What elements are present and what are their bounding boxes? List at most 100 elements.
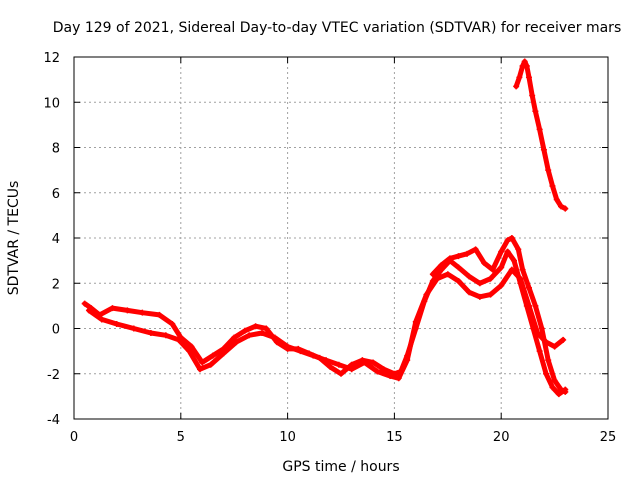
data-point	[464, 250, 471, 257]
data-point	[404, 357, 411, 364]
x-tick-label: 20	[493, 430, 510, 445]
data-point	[310, 352, 317, 359]
data-point	[476, 280, 483, 287]
data-point	[361, 359, 368, 366]
y-tick-label: 8	[52, 142, 60, 157]
data-point	[487, 291, 494, 298]
data-point	[532, 302, 539, 309]
data-point	[498, 248, 505, 255]
data-point	[466, 289, 473, 296]
data-point	[516, 74, 523, 81]
data-point	[252, 323, 259, 330]
data-point	[438, 262, 445, 269]
y-tick-label: -4	[47, 413, 60, 428]
data-point	[246, 332, 253, 339]
data-point	[81, 300, 88, 307]
data-point	[489, 266, 496, 273]
data-point	[374, 368, 381, 375]
data-point	[519, 266, 526, 273]
data-point	[327, 363, 334, 370]
data-point	[387, 373, 394, 380]
data-point	[513, 83, 520, 90]
series-line	[82, 249, 568, 397]
data-point	[370, 359, 377, 366]
data-point	[233, 339, 240, 346]
data-point	[498, 264, 505, 271]
y-tick-label: 12	[43, 51, 60, 66]
series-track-peak	[513, 58, 569, 212]
data-point	[562, 205, 569, 212]
data-point	[284, 343, 291, 350]
data-point	[536, 348, 543, 355]
chart-title: Day 129 of 2021, Sidereal Day-to-day VTE…	[53, 20, 621, 36]
data-point	[498, 282, 505, 289]
x-tick-label: 5	[177, 430, 185, 445]
data-point	[476, 293, 483, 300]
data-point	[209, 352, 216, 359]
data-point	[523, 63, 530, 70]
data-point	[525, 302, 532, 309]
data-point	[553, 196, 560, 203]
data-point	[551, 343, 558, 350]
data-point	[555, 391, 562, 398]
data-point	[263, 325, 270, 332]
data-point	[175, 336, 182, 343]
data-point	[549, 384, 556, 391]
data-point	[508, 266, 515, 273]
data-point	[466, 273, 473, 280]
data-point	[525, 74, 532, 81]
data-point	[455, 277, 462, 284]
x-tick-label: 25	[600, 430, 617, 445]
data-point	[558, 386, 565, 393]
data-point	[560, 336, 567, 343]
data-point	[113, 320, 120, 327]
y-tick-label: 4	[52, 232, 60, 247]
data-point	[504, 237, 511, 244]
data-point	[338, 370, 344, 377]
data-point	[455, 264, 462, 271]
data-point	[348, 366, 355, 373]
data-point	[139, 309, 146, 316]
data-point	[511, 257, 518, 264]
data-point	[395, 375, 402, 382]
data-point	[521, 58, 528, 65]
data-point	[517, 275, 524, 282]
data-point	[481, 259, 488, 266]
data-point	[297, 348, 304, 355]
data-point	[538, 325, 545, 332]
series-line	[86, 267, 566, 381]
data-point	[109, 305, 116, 312]
data-point	[549, 182, 556, 189]
data-point	[545, 167, 552, 174]
data-point	[487, 275, 494, 282]
data-point	[98, 316, 105, 323]
data-point	[525, 284, 532, 291]
data-point	[532, 108, 539, 115]
data-point	[241, 327, 248, 334]
data-point	[429, 271, 436, 278]
y-tick-label: 0	[52, 323, 60, 338]
data-point	[504, 248, 511, 255]
data-point	[335, 361, 342, 368]
data-point	[188, 343, 195, 350]
data-point	[508, 235, 515, 241]
data-point	[529, 92, 536, 99]
data-point	[534, 330, 541, 337]
y-tick-label: 6	[52, 187, 60, 202]
y-tick-label: 2	[52, 277, 60, 292]
data-point	[130, 325, 137, 332]
data-point	[156, 311, 163, 318]
x-tick-label: 0	[70, 430, 78, 445]
series-track-upper	[429, 235, 569, 395]
data-point	[207, 361, 214, 368]
x-tick-label: 10	[279, 430, 296, 445]
data-point	[455, 253, 462, 260]
y-tick-label: 10	[43, 96, 60, 111]
data-point	[231, 334, 238, 341]
data-point	[258, 330, 265, 337]
data-point	[515, 246, 522, 253]
data-point	[543, 370, 550, 377]
data-point	[220, 350, 227, 357]
data-point	[186, 348, 193, 355]
